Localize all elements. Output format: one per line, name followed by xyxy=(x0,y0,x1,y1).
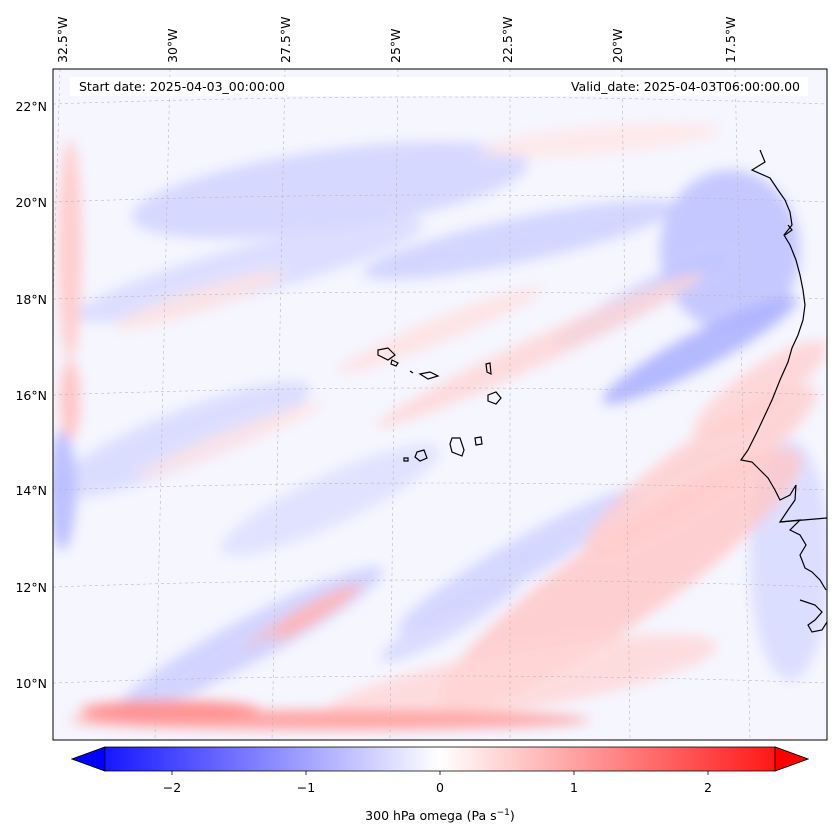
lat-tick-label: 14°N xyxy=(15,483,47,498)
colorbar-tick-label: 0 xyxy=(436,780,444,795)
start-date-label: Start date: 2025-04-03_00:00:00 xyxy=(79,79,285,94)
lon-tick-label: 20°W xyxy=(610,28,625,63)
lat-tick-label: 12°N xyxy=(15,580,47,595)
colorbar-tick-label: −1 xyxy=(297,780,315,795)
colorbar-units-exponent: −1 xyxy=(497,808,510,818)
lon-tick-labels: 32.5°W 30°W 27.5°W 25°W 22.5°W 20°W 17.5… xyxy=(55,17,738,63)
lon-tick-label: 32.5°W xyxy=(55,17,70,63)
colorbar-low-extend xyxy=(70,746,106,772)
omega-field xyxy=(53,122,827,730)
colorbar-body xyxy=(70,746,810,772)
map-frame xyxy=(52,68,828,741)
coastline xyxy=(377,149,827,633)
colorbar-tick-label: 1 xyxy=(570,780,578,795)
lon-tick-label: 30°W xyxy=(165,28,180,63)
lat-tick-label: 16°N xyxy=(15,388,47,403)
lat-tick-label: 18°N xyxy=(15,292,47,307)
lat-tick-label: 20°N xyxy=(15,195,47,210)
colorbar: −2 −1 0 1 2 300 hPa omega (Pa s−1) xyxy=(70,746,810,823)
lat-tick-labels: 22°N 20°N 18°N 16°N 14°N 12°N 10°N xyxy=(15,99,47,691)
lon-tick-label: 22.5°W xyxy=(500,17,515,63)
colorbar-units: Pa s xyxy=(472,808,497,823)
lat-tick-label: 10°N xyxy=(15,676,47,691)
colorbar-tick-label: −2 xyxy=(163,780,181,795)
date-band xyxy=(70,77,808,96)
valid-date-label: Valid_date: 2025-04-03T06:00:00.00 xyxy=(571,79,800,94)
colorbar-ticks: −2 −1 0 1 2 xyxy=(163,771,712,795)
lon-tick-label: 17.5°W xyxy=(723,17,738,63)
colorbar-high-extend xyxy=(774,746,810,772)
lon-tick-label: 27.5°W xyxy=(278,17,293,63)
lon-tick-label: 25°W xyxy=(388,28,403,63)
colorbar-variable: 300 hPa omega xyxy=(365,808,462,823)
colorbar-tick-label: 2 xyxy=(704,780,712,795)
lat-tick-label: 22°N xyxy=(15,99,47,114)
graticule xyxy=(53,69,827,740)
colorbar-label: 300 hPa omega (Pa s−1) xyxy=(365,808,515,823)
